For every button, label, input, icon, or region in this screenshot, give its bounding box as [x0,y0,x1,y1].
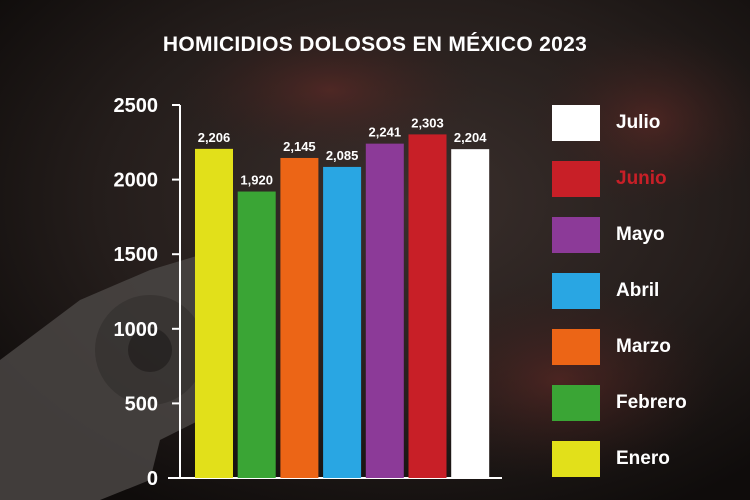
bar-value-label: 2,241 [369,125,402,140]
legend-label: Febrero [616,392,687,413]
bar-marzo [280,157,319,478]
y-tick-label: 1000 [114,319,159,341]
bar-value-label: 2,085 [326,148,359,163]
legend-label: Mayo [616,224,665,245]
legend-swatch [552,217,600,253]
bar-julio [451,149,490,478]
bar-enero [195,148,233,478]
bar-value-label: 2,206 [198,130,231,145]
bar-abril [323,166,362,478]
legend-label: Marzo [616,336,671,357]
bar-value-label: 2,145 [283,139,316,154]
bar-junio [408,134,447,478]
chart-title: HOMICIDIOS DOLOSOS EN MÉXICO 2023 [162,33,588,56]
y-tick-label: 2000 [114,170,159,192]
y-tick-label: 2500 [114,95,159,117]
legend-swatch [552,161,600,197]
legend-label: Enero [616,448,670,469]
legend-swatch [552,329,600,365]
legend-swatch [552,105,600,141]
bar-mayo [365,143,404,478]
y-tick-label: 500 [125,393,158,415]
bar-value-label: 2,303 [411,115,444,130]
y-tick-label: 0 [147,468,158,490]
legend-swatch [552,385,600,421]
legend-label: Junio [616,168,667,189]
bar-febrero [237,191,276,478]
y-tick-label: 1500 [114,244,159,266]
revolver-silhouette [0,255,205,500]
legend-swatch [552,441,600,477]
legend-swatch [552,273,600,309]
legend-label: Julio [616,112,661,133]
legend-label: Abril [616,280,660,301]
bar-value-label: 1,920 [240,173,273,188]
bar-value-label: 2,204 [454,130,487,145]
